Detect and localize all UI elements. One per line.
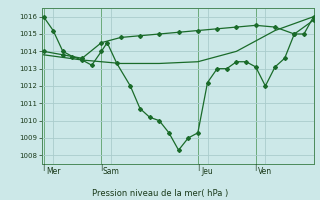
Text: Pression niveau de la mer( hPa ): Pression niveau de la mer( hPa ) xyxy=(92,189,228,198)
Text: |: | xyxy=(197,164,199,171)
Text: |: | xyxy=(100,164,103,171)
Text: |: | xyxy=(42,164,45,171)
Text: |: | xyxy=(254,164,257,171)
